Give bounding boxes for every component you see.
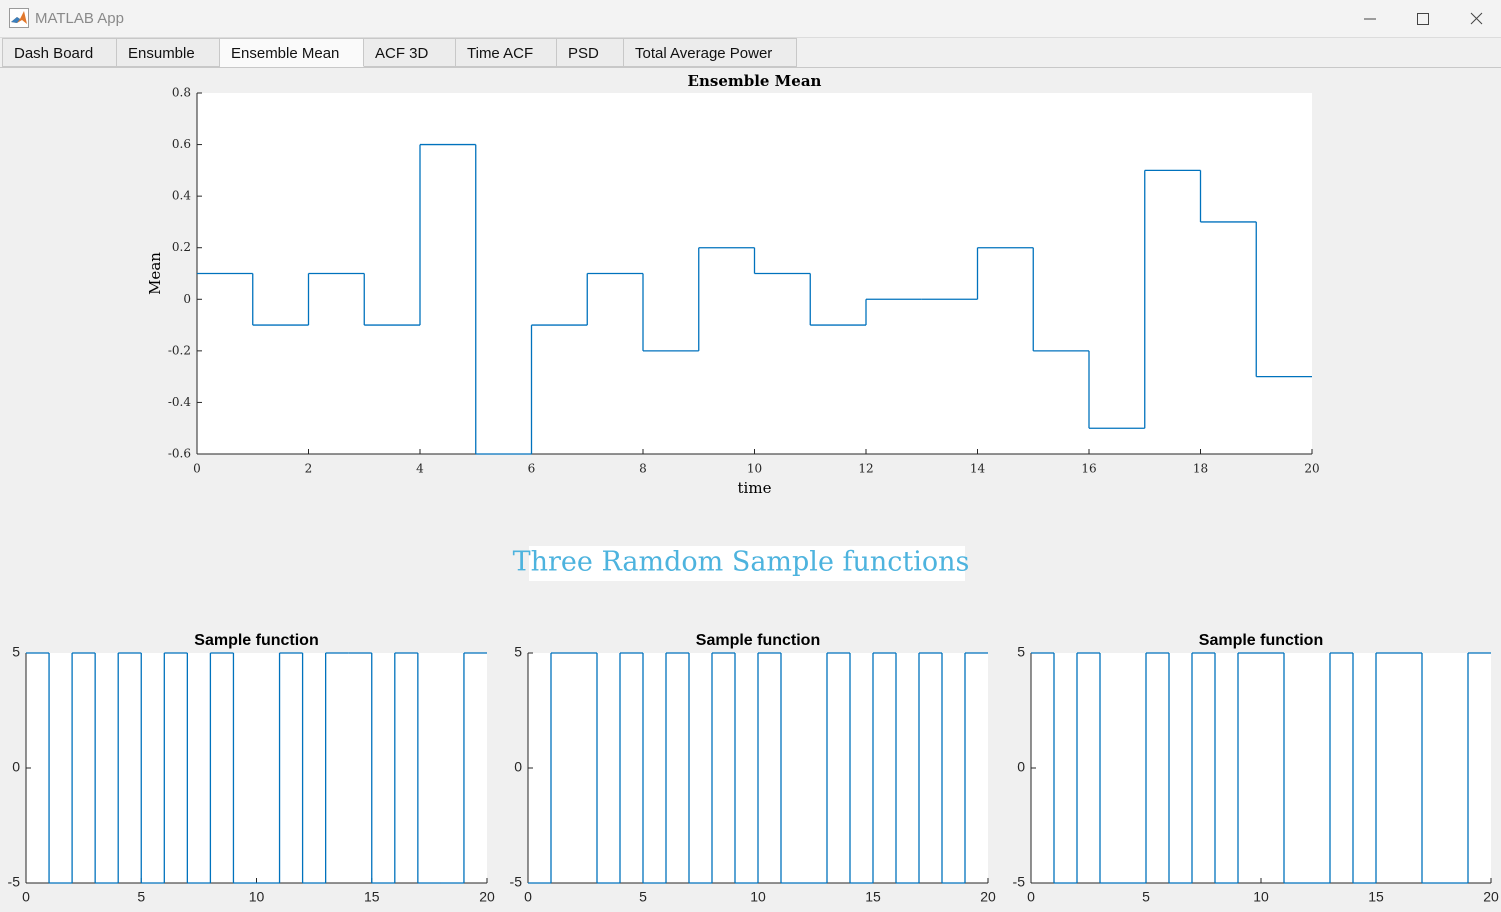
x-tick-label: 2	[305, 462, 313, 476]
chart-title: Sample function	[696, 632, 820, 649]
x-tick-label: 0	[524, 889, 532, 905]
tab[interactable]: ACF 3D	[364, 38, 456, 67]
y-tick-label: -5	[510, 874, 523, 890]
tab[interactable]: Ensumble	[117, 38, 220, 67]
x-tick-label: 15	[1368, 889, 1384, 905]
tab-divider	[0, 67, 1501, 68]
y-tick-label: 5	[514, 644, 522, 660]
x-tick-label: 5	[639, 889, 647, 905]
x-tick-label: 5	[1142, 889, 1150, 905]
x-tick-label: 20	[1483, 889, 1499, 905]
x-tick-label: 10	[1253, 889, 1269, 905]
x-tick-label: 18	[1193, 462, 1208, 476]
y-tick-label: 0.8	[172, 86, 191, 100]
maximize-button[interactable]	[1417, 13, 1429, 25]
window-controls	[1364, 12, 1483, 25]
y-axis-label: Mean	[146, 252, 164, 295]
y-tick-label: -5	[8, 874, 21, 890]
x-tick-label: 15	[364, 889, 380, 905]
y-tick-label: 0	[12, 759, 20, 775]
y-tick-label: 0.6	[172, 137, 191, 151]
x-tick-label: 0	[1027, 889, 1035, 905]
x-tick-label: 6	[528, 462, 536, 476]
tab-bar: Dash Board Ensumble Ensemble Mean ACF 3D Tim…	[2, 38, 797, 67]
x-tick-label: 4	[416, 462, 424, 476]
plot-area	[26, 653, 487, 883]
tab[interactable]: Dash Board	[2, 38, 117, 67]
close-button[interactable]	[1470, 12, 1483, 25]
y-tick-label: -0.2	[168, 343, 191, 357]
y-tick-label: 5	[12, 644, 20, 660]
y-tick-label: -5	[1013, 874, 1026, 890]
x-tick-label: 8	[639, 462, 647, 476]
chart-title: Sample function	[194, 632, 318, 649]
y-tick-label: 0	[1017, 759, 1025, 775]
x-tick-label: 10	[750, 889, 766, 905]
x-tick-label: 0	[22, 889, 30, 905]
x-tick-label: 14	[970, 462, 986, 476]
chart: Ensemble Mean time Mean 0 2 4 6 8 10 12 14 16 18 20 -0…	[146, 72, 1320, 497]
y-tick-label: -0.4	[168, 395, 192, 409]
x-axis-label: time	[738, 479, 772, 497]
plot-area	[1031, 653, 1491, 883]
tab[interactable]: Ensemble Mean	[220, 38, 364, 67]
x-tick-label: 10	[747, 462, 762, 476]
tab[interactable]: PSD	[557, 38, 624, 67]
x-tick-label: 12	[858, 462, 873, 476]
title-bar: MATLAB App	[0, 0, 1501, 38]
x-tick-label: 20	[980, 889, 996, 905]
y-tick-label: 0	[514, 759, 522, 775]
chart-title: Ensemble Mean	[688, 72, 822, 90]
heading-box	[529, 546, 965, 581]
y-tick-label: 5	[1017, 644, 1025, 660]
window-title: MATLAB App	[35, 10, 124, 27]
chart-title: Sample function	[1199, 632, 1323, 649]
tab[interactable]: Total Average Power	[624, 38, 797, 67]
heading: Three Ramdom Sample functions	[513, 547, 970, 578]
x-tick-label: 16	[1081, 462, 1096, 476]
y-tick-label: 0.2	[172, 240, 191, 254]
x-tick-label: 20	[1304, 462, 1319, 476]
y-tick-label: -0.6	[168, 447, 191, 461]
x-tick-label: 15	[865, 889, 881, 905]
x-tick-label: 10	[249, 889, 265, 905]
x-tick-label: 20	[479, 889, 495, 905]
app-icon	[9, 8, 29, 28]
x-tick-label: 5	[137, 889, 145, 905]
x-tick-label: 0	[193, 462, 201, 476]
y-tick-label: 0.4	[172, 189, 191, 203]
y-tick-label: 0	[183, 292, 191, 306]
tab[interactable]: Time ACF	[456, 38, 557, 67]
